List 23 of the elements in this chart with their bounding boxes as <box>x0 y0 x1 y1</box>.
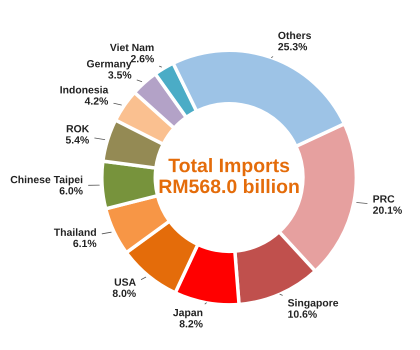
text: Total Imports RM568.0 billion <box>160 158 299 194</box>
data-label: 8.2% <box>180 320 203 328</box>
data-label: 25.3% <box>278 42 308 50</box>
slice-label: Singapore <box>288 298 338 309</box>
data-label: 5.4% <box>66 136 89 144</box>
data-label: 6.0% <box>60 187 83 194</box>
slice-label: ROK <box>66 125 90 132</box>
slice-label: PRC <box>373 195 394 203</box>
slice-label: Germany <box>86 60 132 70</box>
data-label: 3.5% <box>108 71 132 79</box>
data-label: 10.6% <box>288 310 317 318</box>
slice-label: Thailand <box>54 228 96 236</box>
slice-label: Indonesia <box>60 86 108 94</box>
data-label: 4.2% <box>84 97 108 105</box>
slice-label: Chinese Taipei <box>10 176 82 186</box>
slice-label: Viet Nam <box>110 43 154 52</box>
data-label: 20.1% <box>373 206 402 214</box>
data-label: 8.0% <box>112 290 136 298</box>
slice-label: USA <box>114 278 136 286</box>
slice-label: Others <box>278 31 311 40</box>
data-label: 6.1% <box>73 240 96 248</box>
slice-label: Japan <box>173 308 202 318</box>
data-label: 2.6% <box>130 54 154 62</box>
